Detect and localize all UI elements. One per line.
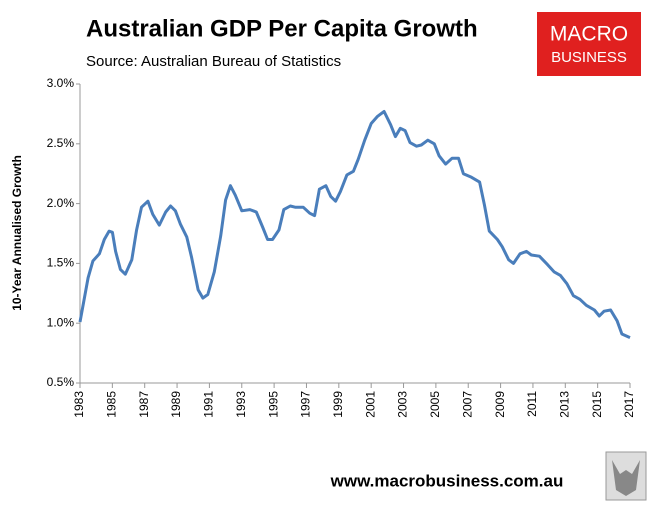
y-tick-label: 2.5%	[47, 136, 75, 150]
x-tick-label: 2011	[525, 391, 539, 417]
y-tick-label: 0.5%	[47, 375, 75, 389]
x-tick-label: 1999	[331, 391, 345, 418]
y-tick-label: 1.5%	[47, 256, 75, 270]
y-axis-title: 10-Year Annualised Growth	[10, 155, 24, 311]
chart-title: Australian GDP Per Capita Growth	[86, 15, 478, 42]
x-tick-label: 2015	[590, 391, 604, 418]
x-tick-label: 2005	[428, 391, 442, 418]
x-tick-label: 2003	[396, 391, 410, 418]
x-tick-label: 1997	[299, 391, 313, 418]
y-tick-label: 2.0%	[47, 196, 75, 210]
logo-box	[537, 12, 641, 76]
x-tick-label: 2009	[493, 391, 507, 418]
y-tick-label: 1.0%	[47, 315, 75, 329]
footer: www.macrobusiness.com.au	[330, 471, 564, 490]
x-tick-label: 1985	[105, 391, 119, 418]
x-tick-label: 2017	[622, 391, 636, 418]
y-tick-label: 3.0%	[47, 76, 75, 90]
x-tick-label: 1995	[266, 391, 280, 418]
x-tick-label: 1987	[137, 391, 151, 418]
data-line	[78, 110, 631, 339]
x-tick-label: 2001	[363, 391, 377, 418]
x-tick-label: 2013	[557, 391, 571, 418]
logo-text: MACRO	[550, 23, 628, 46]
x-tick-label: 1993	[234, 391, 248, 418]
logo-text: BUSINESS	[551, 49, 627, 66]
x-tick-label: 1991	[202, 391, 216, 418]
x-tick-label: 1989	[169, 391, 183, 418]
chart-subtitle: Source: Australian Bureau of Statistics	[86, 53, 341, 70]
x-tick-label: 1983	[72, 391, 86, 418]
x-tick-label: 2007	[460, 391, 474, 418]
wolf-icon	[612, 460, 640, 496]
